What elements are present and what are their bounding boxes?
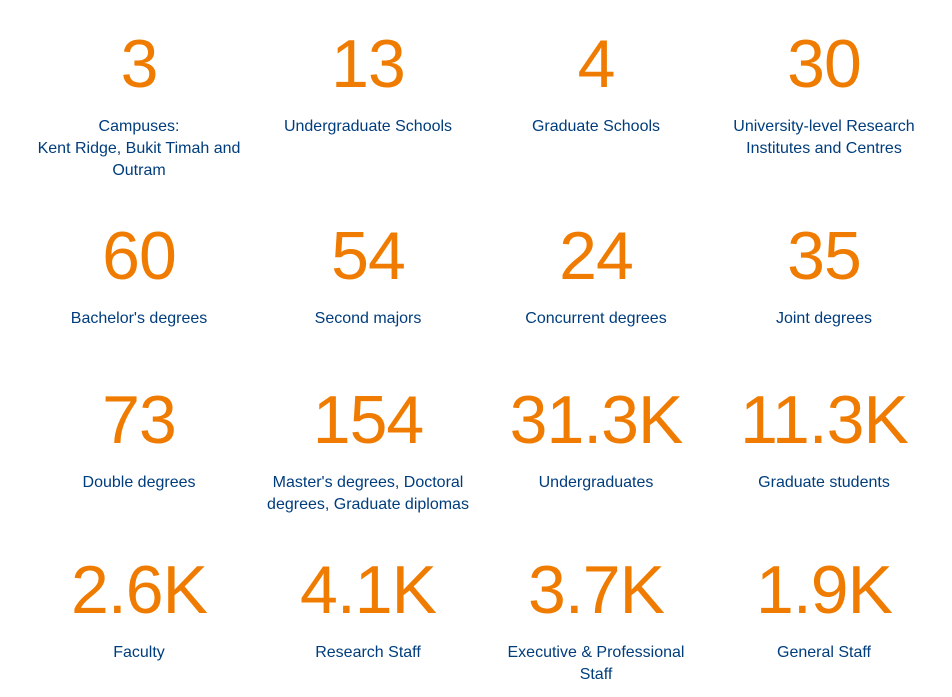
stat-label: Faculty — [113, 644, 165, 661]
stat-graduate-programmes: 154 Master's degrees, Doctoral degrees, … — [254, 386, 482, 516]
stat-value: 154 — [312, 382, 424, 458]
stat-label: Graduate Schools — [531, 118, 661, 135]
stat-value: 60 — [102, 218, 177, 294]
stat-graduate-students: 11.3K Graduate students — [710, 386, 938, 494]
stat-value: 11.3K — [740, 382, 909, 458]
stat-second-majors: 54 Second majors — [254, 222, 482, 330]
stat-value: 4 — [577, 26, 616, 102]
stat-value: 13 — [331, 26, 406, 102]
stat-value: 31.3K — [509, 382, 684, 458]
stat-label: Joint degrees — [775, 310, 873, 327]
stat-value: 35 — [787, 218, 862, 294]
stat-campuses: 3 Campuses: Kent Ridge, Bukit Timah and … — [25, 30, 253, 182]
stat-label: General Staff — [777, 644, 871, 661]
stat-value: 54 — [331, 218, 406, 294]
stat-label: Master's degrees, Doctoral degrees, Grad… — [267, 474, 469, 513]
stat-double-degrees: 73 Double degrees — [25, 386, 253, 494]
stat-label: Graduate students — [758, 474, 890, 491]
stat-value: 3.7K — [528, 552, 665, 628]
stat-label: Undergraduates — [538, 474, 654, 491]
stat-label: Second majors — [314, 310, 422, 327]
stat-graduate-schools: 4 Graduate Schools — [482, 30, 710, 138]
stat-label: Bachelor's degrees — [70, 310, 208, 327]
stat-label: Double degrees — [82, 474, 196, 491]
stat-joint-degrees: 35 Joint degrees — [710, 222, 938, 330]
stat-value: 3 — [120, 26, 159, 102]
stat-label: Research Staff — [315, 644, 421, 661]
stat-general-staff: 1.9K General Staff — [710, 556, 938, 664]
stat-concurrent-degrees: 24 Concurrent degrees — [482, 222, 710, 330]
stat-bachelors-degrees: 60 Bachelor's degrees — [25, 222, 253, 330]
stat-value: 73 — [102, 382, 177, 458]
stat-label: Campuses: Kent Ridge, Bukit Timah and Ou… — [37, 118, 241, 179]
stat-value: 2.6K — [71, 552, 208, 628]
stat-value: 1.9K — [756, 552, 893, 628]
stat-undergraduate-schools: 13 Undergraduate Schools — [254, 30, 482, 138]
stat-executive-professional-staff: 3.7K Executive & Professional Staff — [482, 556, 710, 686]
stat-label: University-level Research Institutes and… — [733, 118, 915, 157]
stat-label: Concurrent degrees — [525, 310, 667, 327]
stat-value: 24 — [559, 218, 634, 294]
stat-value: 30 — [787, 26, 862, 102]
stat-value: 4.1K — [300, 552, 437, 628]
stat-research-staff: 4.1K Research Staff — [254, 556, 482, 664]
stat-research-institutes: 30 University-level Research Institutes … — [710, 30, 938, 160]
stat-undergraduates: 31.3K Undergraduates — [482, 386, 710, 494]
stat-label: Undergraduate Schools — [283, 118, 453, 135]
stat-label: Executive & Professional Staff — [507, 644, 685, 683]
stat-faculty: 2.6K Faculty — [25, 556, 253, 664]
